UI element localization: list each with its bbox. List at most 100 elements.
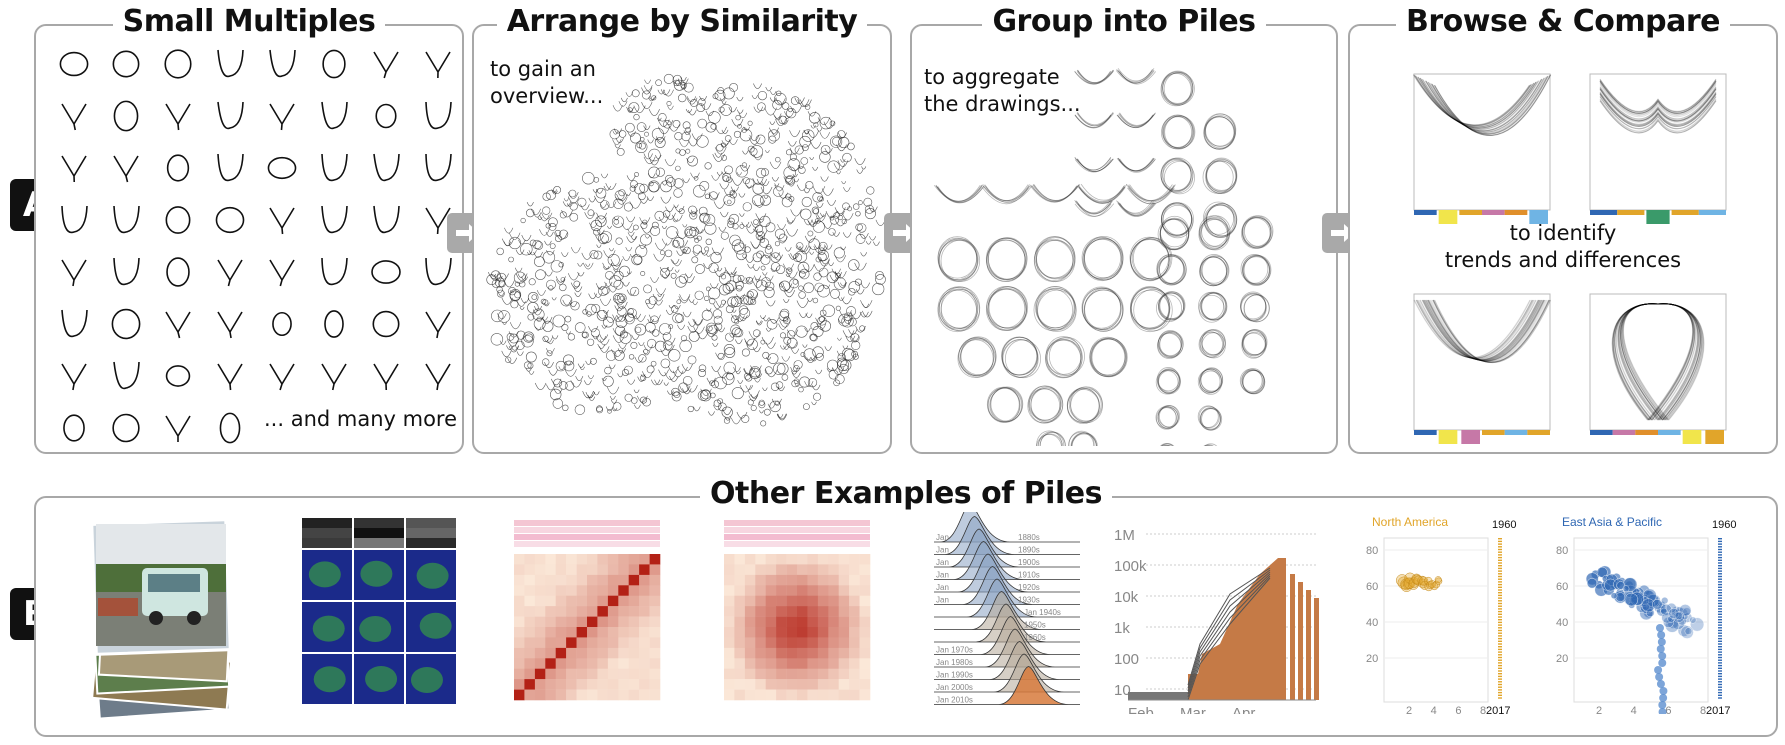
sketch-dot <box>660 358 671 369</box>
category-bar <box>1414 210 1437 215</box>
heat-cell <box>607 564 619 576</box>
sketch-dot <box>570 282 581 289</box>
heat-cell <box>744 647 756 659</box>
heat-cell <box>639 574 650 586</box>
timeline-tick <box>1498 570 1502 572</box>
sketch-dot <box>605 406 614 412</box>
timeline-tick <box>1718 662 1722 664</box>
ridge-label: 1880s <box>1018 533 1040 542</box>
sketch-dot <box>561 209 573 218</box>
timeline-tick <box>1498 543 1502 545</box>
sketch-dot <box>649 329 655 334</box>
timeline-tick <box>1498 627 1502 629</box>
sketch-dot <box>837 359 849 371</box>
heat-cell <box>849 585 860 596</box>
sketch-dot <box>731 387 744 400</box>
sketch-dot <box>615 325 626 336</box>
sketch-dot <box>726 176 733 183</box>
timeline-tick <box>1498 662 1502 664</box>
sketch-dot <box>587 209 595 216</box>
pile-thumbnail <box>1203 201 1238 239</box>
timeline-tick <box>1498 589 1502 591</box>
sketch-dot <box>745 298 756 305</box>
sketch-dot <box>700 250 709 256</box>
heat-cell <box>607 574 619 586</box>
sketch-dot <box>526 201 534 207</box>
heat-cell <box>566 658 577 669</box>
sketch-dot <box>715 301 727 308</box>
area-bar <box>1314 598 1319 700</box>
heat-cell <box>755 689 766 701</box>
sketch-dot <box>601 324 608 329</box>
heat-cell <box>724 574 735 586</box>
heat-cell <box>534 647 546 659</box>
heat-cell <box>838 554 850 565</box>
pile-thumbnail <box>981 184 1032 204</box>
pile-thumbnail <box>1155 405 1180 430</box>
heat-cell <box>765 689 777 701</box>
category-bar <box>1705 430 1724 444</box>
sketch-dot <box>735 114 741 121</box>
sketch-dot <box>843 318 853 324</box>
sketch-dot <box>755 134 766 145</box>
sketch-dot <box>640 221 648 229</box>
heat-cell <box>514 616 525 628</box>
sketch-dot <box>626 216 636 223</box>
heat-cell <box>587 595 598 607</box>
sketch-dot <box>741 414 750 424</box>
sketch-dot <box>773 186 784 197</box>
cell-green-blob <box>416 562 449 589</box>
sketch-dot <box>836 144 847 152</box>
ridge-series <box>934 666 1080 705</box>
timeline-tick <box>1718 656 1722 659</box>
heat-cell <box>786 658 798 669</box>
sketch-dot <box>800 352 806 357</box>
heat-cell <box>724 616 735 628</box>
heat-cell <box>797 616 808 628</box>
sketch-dot <box>710 251 722 264</box>
heat-cell <box>828 554 839 565</box>
sketch-dot <box>615 137 624 144</box>
sketch-dot <box>815 317 826 324</box>
heat-cell <box>724 595 735 607</box>
heat-cell <box>545 616 556 628</box>
sketch-dot <box>721 406 733 418</box>
sketch-dot <box>799 99 812 107</box>
heat-cell <box>545 689 556 701</box>
timeline-tick <box>1718 554 1722 556</box>
sketch-dot <box>715 352 726 360</box>
sketch-dot <box>724 135 732 142</box>
timeline-tick <box>1718 600 1722 602</box>
sketch-dot <box>720 274 727 280</box>
sketch-dot <box>551 335 559 340</box>
heat-cell <box>524 679 536 690</box>
heat-cell <box>587 564 598 576</box>
group-piles-title: Group into Piles <box>982 4 1266 39</box>
heat-cell <box>744 627 756 638</box>
heat-cell <box>628 689 640 701</box>
sketch-thumbnail <box>165 103 191 131</box>
sketch-dot <box>645 322 656 333</box>
timeline-tick <box>1718 667 1722 669</box>
sketch-dot <box>624 393 633 402</box>
pile-thumbnail <box>1074 111 1115 129</box>
sketch-dot <box>832 136 841 146</box>
sketch-dot <box>504 227 514 234</box>
sketch-dot <box>765 342 776 349</box>
sketch-dot <box>705 238 713 246</box>
sketch-dot <box>688 139 699 147</box>
sketch-dot <box>786 108 797 119</box>
sketch-dot <box>725 305 734 314</box>
sketch-dot <box>807 130 819 138</box>
strip-cell <box>354 538 404 548</box>
heat-cell <box>639 564 650 576</box>
sketch-dot <box>787 329 799 337</box>
sketch-dot <box>755 278 760 282</box>
data-point <box>1655 624 1664 632</box>
heat-cell <box>566 627 577 638</box>
sketch-dot <box>593 177 600 183</box>
heat-cell <box>649 554 661 565</box>
sketch-dot <box>728 106 737 113</box>
heat-cell <box>807 595 819 607</box>
sketch-dot <box>510 345 519 351</box>
